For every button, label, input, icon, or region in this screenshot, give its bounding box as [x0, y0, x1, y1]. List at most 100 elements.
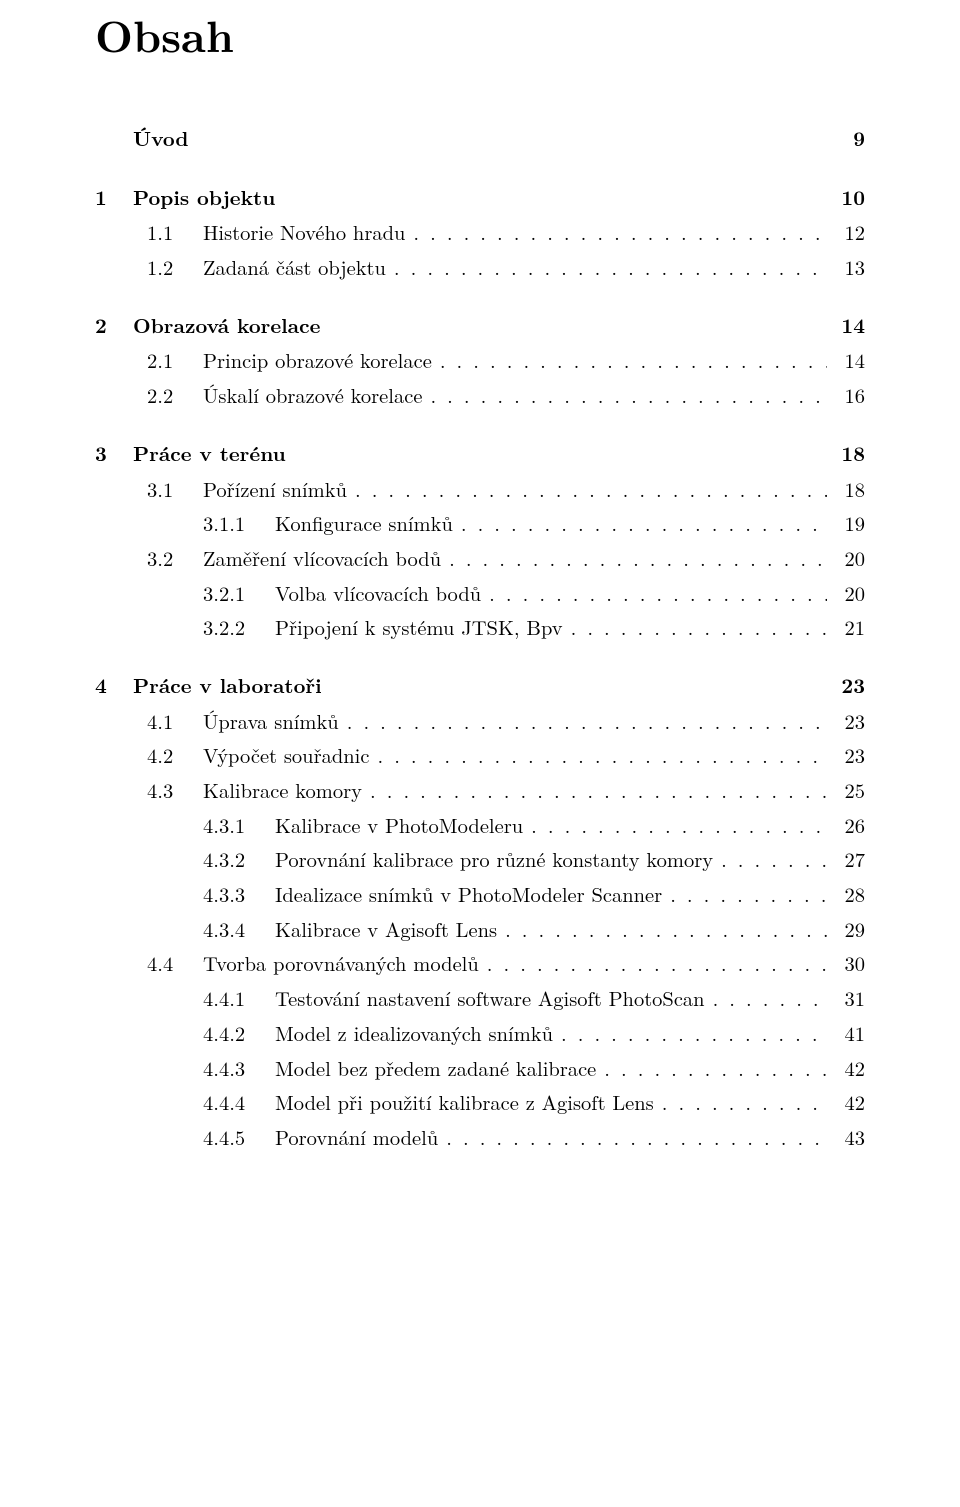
- toc-entry-number: 4.4.3: [203, 1054, 275, 1083]
- toc-entry-label: Kalibrace v PhotoModeleru: [275, 811, 523, 840]
- toc-entry-number: 2.2: [147, 381, 203, 410]
- toc-entry: 4.4.1Testování nastavení software Agisof…: [95, 984, 865, 1013]
- toc-leader-dots: [405, 218, 827, 247]
- toc-entry-label: Historie Nového hradu: [203, 218, 405, 247]
- toc-leader-dots: [705, 984, 827, 1013]
- toc-entry: 4.3Kalibrace komory 25: [95, 776, 865, 805]
- toc-entry-label: Úvod: [133, 125, 188, 154]
- toc-entry-page: 23: [827, 741, 865, 770]
- toc-entry-number: 4: [95, 672, 133, 701]
- toc-leader-dots: [453, 509, 827, 538]
- toc-entry-label: Kalibrace komory: [203, 776, 362, 805]
- toc-entry-number: 4.3: [147, 776, 203, 805]
- toc-entry-page: 10: [827, 184, 865, 213]
- toc-entry-number: 4.1: [147, 707, 203, 736]
- toc-entry-page: 13: [827, 253, 865, 282]
- toc-entry: 1.1Historie Nového hradu12: [95, 218, 865, 247]
- table-of-contents: Úvod 9 1Popis objektu10 1.1Historie Nového …: [95, 125, 865, 1152]
- toc-entry-page: 20: [827, 579, 865, 608]
- toc-entry-page: 20: [827, 544, 865, 573]
- toc-entry-page: 23: [827, 672, 865, 701]
- toc-entry: 3.2.2Připojení k systému JTSK, Bpv 21: [95, 613, 865, 642]
- toc-entry-number: 4.4.2: [203, 1019, 275, 1048]
- toc-entry-page: 21: [827, 613, 865, 642]
- toc-entry: 4.4.3Model bez předem zadané kalibrace42: [95, 1054, 865, 1083]
- toc-leader-dots: [654, 1088, 827, 1117]
- toc-leader-dots: [662, 880, 827, 909]
- toc-entry-number: 3: [95, 440, 133, 469]
- toc-entry-label: Práce v laboratoři: [133, 672, 322, 701]
- toc-entry-number: 4.3.1: [203, 811, 275, 840]
- toc-leader-dots: [523, 811, 827, 840]
- toc-leader-dots: [432, 346, 827, 375]
- toc-entry: 1.2Zadaná část objektu13: [95, 253, 865, 282]
- toc-entry: 3Práce v terénu 18: [95, 440, 865, 469]
- toc-leader-dots: [362, 776, 827, 805]
- toc-entry-number: 3.1: [147, 475, 203, 504]
- toc-leader-dots: [563, 613, 827, 642]
- toc-entry: 4.1Úprava snímků 23: [95, 707, 865, 736]
- toc-entry-label: Výpočet souřadnic: [203, 741, 369, 770]
- toc-entry: 3.1.1Konfigurace snímků 19: [95, 509, 865, 538]
- toc-entry-label: Princip obrazové korelace: [203, 346, 432, 375]
- toc-entry: 2.1Princip obrazové korelace14: [95, 346, 865, 375]
- toc-entry: 4.4.5Porovnání modelů43: [95, 1123, 865, 1152]
- toc-entry: 4.4Tvorba porovnávaných modelů30: [95, 949, 865, 978]
- toc-entry: 4.4.4Model při použití kalibrace z Agiso…: [95, 1088, 865, 1117]
- toc-entry: 3.1Pořízení snímků18: [95, 475, 865, 504]
- toc-leader-dots: [596, 1054, 827, 1083]
- toc-entry: 4.3.3Idealizace snímků v PhotoModeler Sc…: [95, 880, 865, 909]
- toc-entry-label: Model z idealizovaných snímků: [275, 1019, 553, 1048]
- toc-entry-page: 16: [827, 381, 865, 410]
- toc-entry-number: 3.2.2: [203, 613, 275, 642]
- toc-entry-label: Idealizace snímků v PhotoModeler Scanner: [275, 880, 662, 909]
- toc-entry: 1Popis objektu10: [95, 184, 865, 213]
- toc-entry-page: 43: [827, 1123, 865, 1152]
- toc-leader-dots: [386, 253, 827, 282]
- toc-leader-dots: [441, 544, 827, 573]
- toc-entry-page: 9: [827, 125, 865, 154]
- toc-entry: Úvod 9: [95, 125, 865, 154]
- toc-entry-label: Připojení k systému JTSK, Bpv: [275, 613, 563, 642]
- toc-leader-dots: [497, 915, 827, 944]
- toc-entry-number: 4.3.4: [203, 915, 275, 944]
- toc-entry-number: 3.2: [147, 544, 203, 573]
- toc-leader-dots: [347, 475, 827, 504]
- toc-entry-label: Testování nastavení software Agisoft Pho…: [275, 984, 705, 1013]
- toc-entry: 4.3.4Kalibrace v Agisoft Lens29: [95, 915, 865, 944]
- toc-entry-number: 4.2: [147, 741, 203, 770]
- toc-entry-label: Práce v terénu: [133, 440, 286, 469]
- toc-entry-number: 4.4.1: [203, 984, 275, 1013]
- toc-entry-number: 4.3.3: [203, 880, 275, 909]
- toc-leader-dots: [479, 949, 827, 978]
- toc-entry-label: Obrazová korelace: [133, 312, 320, 341]
- toc-entry-label: Úprava snímků: [203, 707, 339, 736]
- toc-entry-number: 2.1: [147, 346, 203, 375]
- toc-entry-number: 4.4.5: [203, 1123, 275, 1152]
- toc-entry: 3.2.1Volba vlícovacích bodů 20: [95, 579, 865, 608]
- toc-entry-label: Model při použití kalibrace z Agisoft Le…: [275, 1088, 654, 1117]
- toc-leader-dots: [339, 707, 827, 736]
- toc-entry-label: Zaměření vlícovacích bodů: [203, 544, 441, 573]
- toc-entry-page: 41: [827, 1019, 865, 1048]
- toc-entry-page: 14: [827, 312, 865, 341]
- toc-entry-label: Konfigurace snímků: [275, 509, 453, 538]
- toc-leader-dots: [713, 845, 827, 874]
- toc-entry-page: 18: [827, 440, 865, 469]
- toc-entry-label: Zadaná část objektu: [203, 253, 386, 282]
- toc-entry-page: 19: [827, 509, 865, 538]
- toc-entry-number: 3.2.1: [203, 579, 275, 608]
- toc-entry-number: 4.4.4: [203, 1088, 275, 1117]
- toc-entry-page: 42: [827, 1054, 865, 1083]
- page-title: Obsah: [95, 0, 865, 125]
- toc-entry-number: 3.1.1: [203, 509, 275, 538]
- toc-entry: 2Obrazová korelace 14: [95, 312, 865, 341]
- toc-entry-page: 28: [827, 880, 865, 909]
- toc-entry-page: 29: [827, 915, 865, 944]
- toc-entry-number: 4.3.2: [203, 845, 275, 874]
- toc-entry-page: 23: [827, 707, 865, 736]
- toc-entry-page: 27: [827, 845, 865, 874]
- toc-entry-number: 2: [95, 312, 133, 341]
- toc-entry-page: 25: [827, 776, 865, 805]
- toc-entry-label: Volba vlícovacích bodů: [275, 579, 481, 608]
